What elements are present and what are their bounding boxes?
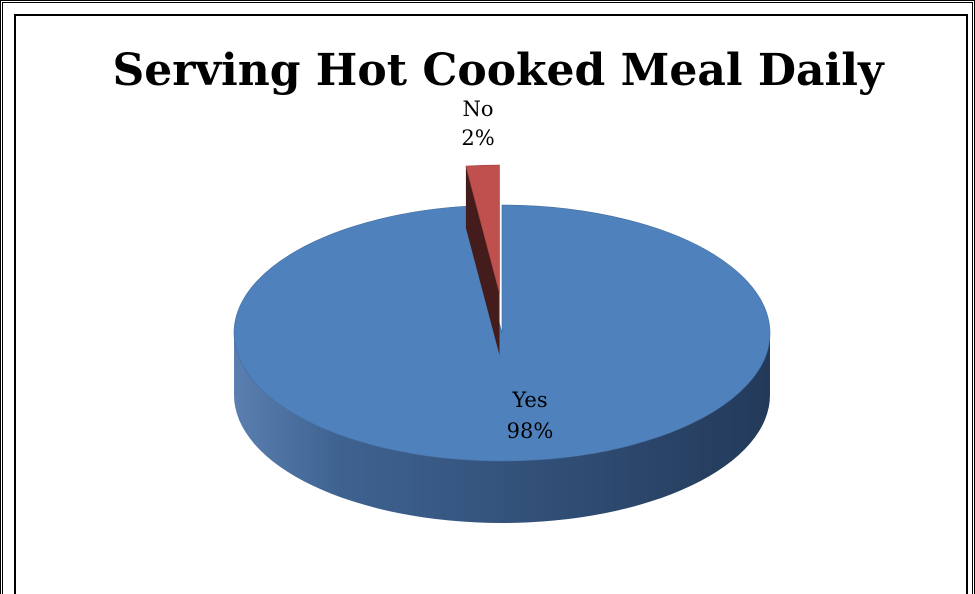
- pie-slice-no: [465, 164, 500, 294]
- pie-group: [233, 164, 771, 523]
- slice-label-no: No: [462, 97, 493, 121]
- slice-value-yes: 98%: [507, 419, 554, 443]
- chart-title: Serving Hot Cooked Meal Daily: [112, 45, 884, 96]
- pie-side-yes: [234, 333, 770, 523]
- slice-value-no: 2%: [461, 126, 494, 150]
- pie-slice-yes: [233, 204, 771, 462]
- chart-area: [14, 14, 968, 594]
- pie-wall-no: [465, 166, 500, 356]
- slice-label-yes: Yes: [511, 388, 547, 412]
